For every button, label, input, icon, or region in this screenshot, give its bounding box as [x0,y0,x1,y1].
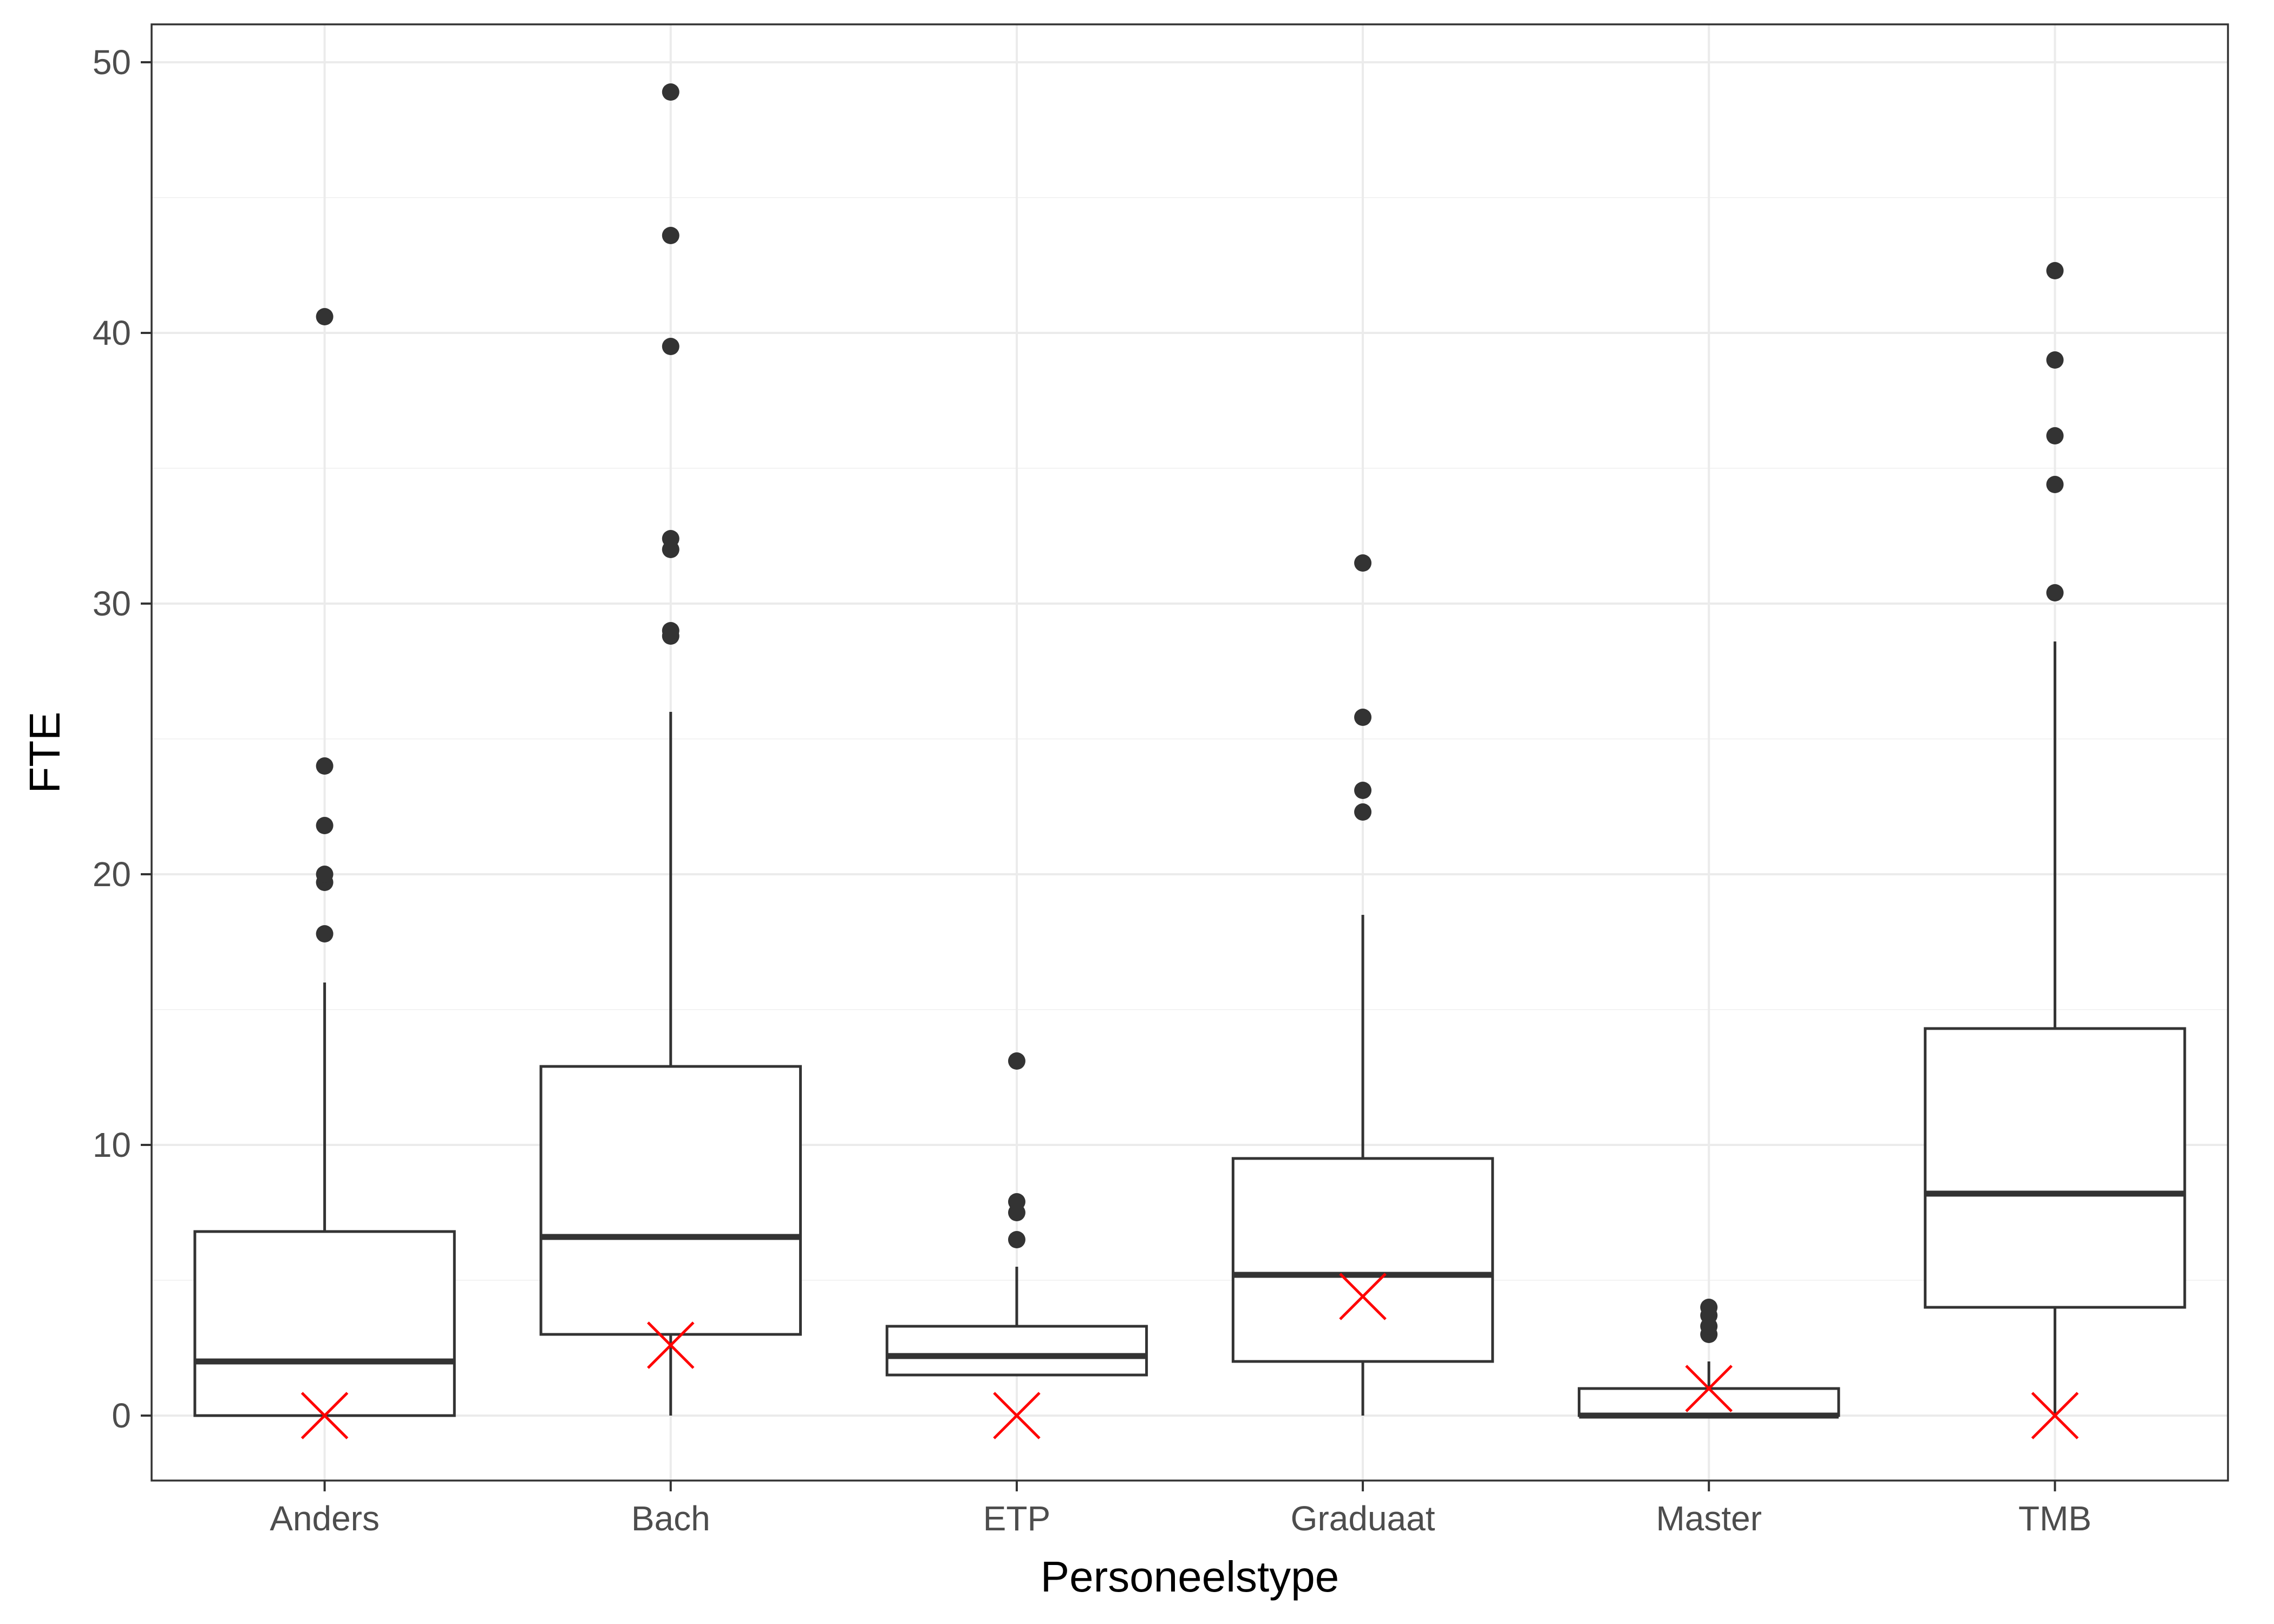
y-tick-label: 20 [93,855,131,894]
cross-marker [646,1321,695,1369]
cross-marker [993,1392,1041,1439]
box-iqr [885,1325,1148,1377]
cross-stroke [1685,1365,1733,1412]
cross-stroke [300,1392,349,1439]
cross-marker [300,1392,349,1439]
y-tick-label: 10 [93,1125,131,1164]
y-tick-label: 30 [93,584,131,623]
outlier-point [1008,1231,1025,1248]
outlier-point [2046,584,2064,601]
outlier-point [662,83,679,101]
outlier-point [1354,554,1372,572]
outlier-point [1700,1299,1718,1316]
outlier-point [2046,427,2064,444]
box-iqr [193,1230,456,1417]
outlier-point [662,622,679,639]
panel-border [151,23,2229,1482]
outlier-point [316,925,334,942]
outlier-point [316,817,334,834]
mean-marker-layer [300,1273,2079,1439]
cross-marker [2031,1392,2079,1439]
axis-layer: 0 10 20 30 40 50 Anders Bach ETP Graduaat Master TM… [93,43,2092,1538]
outlier-point [316,866,334,883]
outlier-point [1008,1052,1025,1070]
box-iqr [539,1065,802,1336]
outlier-point [662,338,679,355]
outlier-point [2046,351,2064,369]
box-iqr [1231,1157,1494,1363]
cross-stroke [1339,1273,1387,1320]
box-layer [193,83,2186,1419]
outlier-point [1008,1193,1025,1210]
box-iqr [1924,1027,2186,1309]
cross-stroke [646,1321,695,1369]
box-iqr [1578,1387,1840,1417]
y-tick-label: 0 [112,1396,131,1435]
cross-marker [1339,1273,1387,1320]
x-tick-label: Master [1656,1499,1762,1538]
x-tick-label: Bach [631,1499,710,1538]
outlier-point [2046,476,2064,493]
box-group-etp [885,1052,1148,1377]
outlier-point [1354,709,1372,726]
box-group-graduaat [1231,554,1494,1416]
outlier-point [316,757,334,775]
cross-marker [1685,1365,1733,1412]
box-group-bach [539,83,802,1416]
outlier-point [2046,262,2064,279]
box-group-master [1578,1299,1840,1419]
x-tick-label: Graduaat [1291,1499,1435,1538]
outlier-point [1354,803,1372,821]
outlier-point [316,308,334,325]
outlier-point [662,530,679,547]
x-axis-title: Personeelstype [1041,1553,1339,1601]
x-tick-label: ETP [983,1499,1050,1538]
cross-stroke [993,1392,1041,1439]
box-group-tmb [1924,262,2186,1416]
y-axis-title: FTE [21,711,69,793]
x-tick-label: Anders [270,1499,380,1538]
outlier-point [1354,782,1372,799]
x-tick-label: TMB [2018,1499,2092,1538]
box-group-anders [193,308,456,1417]
cross-stroke [2031,1392,2079,1439]
outlier-point [662,227,679,244]
y-tick-label: 40 [93,313,131,352]
grid-layer [152,24,2228,1481]
y-tick-label: 50 [93,43,131,82]
